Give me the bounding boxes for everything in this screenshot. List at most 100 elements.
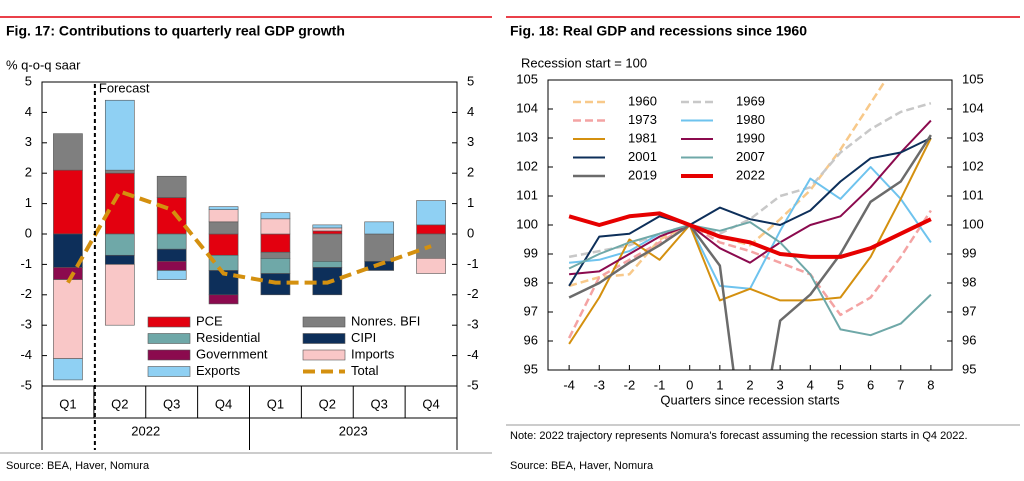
bar-segment xyxy=(260,233,291,253)
y-tick-label: 96 xyxy=(524,332,538,347)
legend-swatch xyxy=(147,333,191,344)
x-tick-label: 6 xyxy=(867,377,874,392)
legend-swatch xyxy=(147,316,191,328)
series-line xyxy=(568,101,932,259)
series-line xyxy=(568,137,932,287)
y-tick-label: 2 xyxy=(25,165,32,180)
bar-segment xyxy=(104,172,135,235)
bar-segment xyxy=(208,209,239,223)
x-tick-label: 5 xyxy=(837,377,844,392)
bar-segment xyxy=(260,258,291,274)
legend-label: CIPI xyxy=(351,330,376,345)
y-tick-label: 3 xyxy=(25,134,32,149)
bar-segment xyxy=(104,233,135,256)
x-axis-label: Quarters since recession starts xyxy=(660,392,840,407)
x-tick-label: Q2 xyxy=(319,396,336,411)
bar-segment xyxy=(364,221,395,235)
legend-label: 1973 xyxy=(628,112,657,127)
series-line xyxy=(568,137,932,345)
legend-label: Exports xyxy=(196,363,241,378)
legend-label: Imports xyxy=(351,346,395,361)
x-tick-label: 0 xyxy=(686,377,693,392)
bar-segment xyxy=(104,264,135,326)
legend-swatch xyxy=(147,349,191,361)
legend-label: 2022 xyxy=(736,167,765,182)
y-tick-label: 102 xyxy=(962,158,984,173)
x-tick-label: 3 xyxy=(777,377,784,392)
bar-segment xyxy=(312,224,343,229)
y-tick-label: 4 xyxy=(467,104,474,119)
plot-frame xyxy=(547,79,953,371)
y-tick-label: -3 xyxy=(20,317,32,332)
y-tick-label: -1 xyxy=(20,256,32,271)
series-line xyxy=(568,80,888,288)
series-line xyxy=(568,221,932,337)
bar-segment xyxy=(312,227,343,232)
note: Note: 2022 trajectory represents Nomura'… xyxy=(510,430,968,442)
bar-segment xyxy=(208,233,239,256)
source: Source: BEA, Haver, Nomura xyxy=(510,460,654,472)
y-tick-label: 98 xyxy=(962,274,976,289)
legend-swatch xyxy=(302,316,346,328)
y-tick-label: 101 xyxy=(962,187,984,202)
y-tick-label: 99 xyxy=(524,245,538,260)
bar-segment xyxy=(156,175,187,198)
group-label: 2022 xyxy=(131,423,160,438)
bar-segment xyxy=(208,294,239,305)
lines xyxy=(567,80,932,370)
bar-segment xyxy=(53,133,83,171)
y-tick-label: -5 xyxy=(467,377,479,392)
x-tick-label: -4 xyxy=(563,377,575,392)
y-axis-label: Recession start = 100 xyxy=(521,55,647,70)
legend-label: Total xyxy=(351,363,379,378)
bar-segment xyxy=(104,99,135,171)
legend-label: 2007 xyxy=(736,149,765,164)
y-tick-label: 101 xyxy=(516,187,538,202)
y-tick-label: -4 xyxy=(467,347,479,362)
chart-title: Fig. 18: Real GDP and recessions since 1… xyxy=(510,23,807,39)
legend-label: Government xyxy=(196,346,268,361)
x-tick-label: 8 xyxy=(927,377,934,392)
bar-segment xyxy=(104,254,135,265)
chart-title: Fig. 17: Contributions to quarterly real… xyxy=(6,23,345,39)
legend-swatch xyxy=(302,333,346,344)
legend-label: PCE xyxy=(196,313,223,328)
legend-label: 1981 xyxy=(628,130,657,145)
legend-swatch xyxy=(147,366,191,377)
x-tick-label: Q1 xyxy=(267,396,284,411)
bar-segment xyxy=(156,197,187,235)
y-tick-label: 5 xyxy=(467,73,474,88)
bar-segment xyxy=(364,233,395,262)
x-tick-label: Q2 xyxy=(111,396,128,411)
bar-segment xyxy=(53,279,83,359)
total-line xyxy=(66,188,432,285)
x-tick-label: Q1 xyxy=(59,396,76,411)
x-tick-label: -3 xyxy=(593,377,605,392)
y-tick-label: 102 xyxy=(516,158,538,173)
bar-segment xyxy=(260,218,291,235)
bar-segment xyxy=(208,206,239,210)
bar-segment xyxy=(156,261,187,271)
y-tick-label: 99 xyxy=(962,245,976,260)
legend-label: 2019 xyxy=(628,167,657,182)
y-tick-label: 2 xyxy=(467,165,474,180)
annotation: Forecast xyxy=(99,80,150,95)
legend-label: 1969 xyxy=(736,93,765,108)
y-tick-label: 1 xyxy=(25,195,32,210)
y-tick-label: -2 xyxy=(467,286,479,301)
y-tick-label: 103 xyxy=(962,129,984,144)
y-tick-label: 96 xyxy=(962,332,976,347)
bar-segment xyxy=(312,261,343,268)
series-line xyxy=(567,209,932,339)
y-tick-label: 105 xyxy=(962,71,984,86)
series-line xyxy=(569,166,932,290)
y-tick-label: 1 xyxy=(467,195,474,210)
x-tick-label: -1 xyxy=(654,377,666,392)
y-axis-label: % q-o-q saar xyxy=(6,57,81,72)
x-tick-label: Q4 xyxy=(422,396,439,411)
y-tick-label: 5 xyxy=(25,73,32,88)
y-tick-label: 104 xyxy=(962,100,984,115)
legend-label: 1960 xyxy=(628,93,657,108)
x-tick-label: 1 xyxy=(716,377,723,392)
bar-segment xyxy=(416,258,446,274)
